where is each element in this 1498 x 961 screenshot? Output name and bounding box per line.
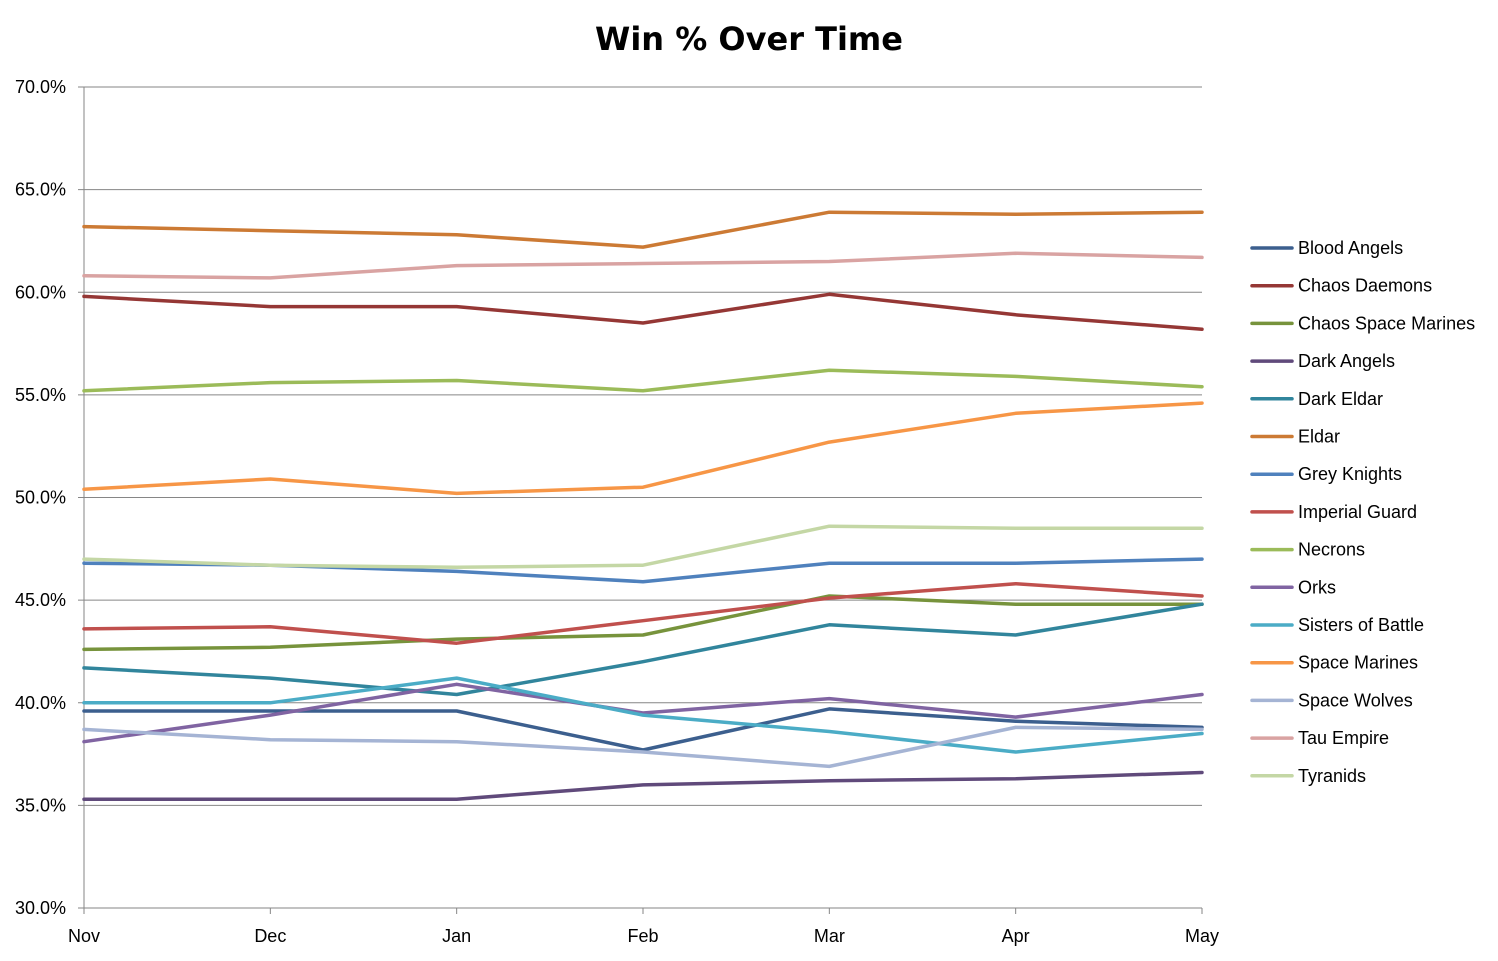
legend-item-dark-eldar: Dark Eldar — [1250, 389, 1383, 409]
y-tick-label: 60.0% — [15, 282, 66, 302]
series-line-space-wolves — [82, 725, 1204, 769]
y-tick-label: 30.0% — [15, 898, 66, 918]
legend-label: Necrons — [1298, 540, 1365, 560]
y-tick-label: 70.0% — [15, 77, 66, 97]
series-line-chaos-daemons — [82, 292, 1204, 331]
y-axis-tick-labels: 30.0% 35.0% 40.0% 45.0% 50.0% 55.0% 60.0% 65.0%… — [15, 77, 66, 918]
series-line-tau-empire — [82, 251, 1204, 280]
legend-label: Sisters of Battle — [1298, 615, 1424, 635]
x-axis-tick-labels: Nov Dec Jan Feb Mar Apr May — [68, 926, 1219, 946]
x-tick-label: Jan — [442, 926, 471, 946]
legend-label: Tyranids — [1298, 766, 1366, 786]
series-line-chaos-space-marines — [82, 594, 1204, 652]
legend-item-necrons: Necrons — [1250, 540, 1365, 560]
legend-item-tyranids: Tyranids — [1250, 766, 1366, 786]
legend-label: Chaos Space Marines — [1298, 313, 1475, 333]
legend-item-grey-knights: Grey Knights — [1250, 464, 1402, 484]
series-line-grey-knights — [82, 557, 1204, 584]
series-line-imperial-guard — [82, 581, 1204, 645]
series-line-orks — [82, 682, 1204, 744]
legend-item-chaos-daemons: Chaos Daemons — [1250, 276, 1432, 296]
x-tick-label: May — [1185, 926, 1219, 946]
x-tick-label: Feb — [627, 926, 658, 946]
y-tick-label: 40.0% — [15, 693, 66, 713]
axes — [78, 86, 1203, 914]
series-line-tyranids — [82, 524, 1204, 570]
legend-item-sisters-of-battle: Sisters of Battle — [1250, 615, 1424, 635]
x-tick-label: Mar — [814, 926, 845, 946]
series-line-eldar — [82, 210, 1204, 249]
legend-item-space-marines: Space Marines — [1250, 653, 1418, 673]
legend-label: Space Wolves — [1298, 690, 1413, 710]
legend-label: Blood Angels — [1298, 238, 1403, 258]
legend-label: Dark Eldar — [1298, 389, 1383, 409]
y-tick-label: 55.0% — [15, 385, 66, 405]
series-line-sisters-of-battle — [82, 676, 1204, 754]
legend-label: Orks — [1298, 577, 1336, 597]
gridlines — [84, 86, 1202, 806]
legend-item-space-wolves: Space Wolves — [1250, 690, 1413, 710]
y-tick-label: 65.0% — [15, 180, 66, 200]
legend-item-dark-angels: Dark Angels — [1250, 351, 1395, 371]
x-tick-label: Nov — [68, 926, 100, 946]
legend: Blood Angels Chaos Daemons Chaos Space Mar… — [1250, 238, 1475, 786]
y-tick-label: 35.0% — [15, 795, 66, 815]
chart-title: Win % Over Time — [595, 20, 903, 58]
legend-label: Tau Empire — [1298, 728, 1389, 748]
legend-item-orks: Orks — [1250, 577, 1336, 597]
y-tick-label: 45.0% — [15, 590, 66, 610]
legend-label: Space Marines — [1298, 653, 1418, 673]
series-line-dark-eldar — [82, 602, 1204, 697]
series-line-space-marines — [82, 401, 1204, 496]
legend-label: Grey Knights — [1298, 464, 1402, 484]
y-tick-label: 50.0% — [15, 488, 66, 508]
legend-label: Eldar — [1298, 427, 1340, 447]
x-tick-label: Apr — [1002, 926, 1030, 946]
legend-item-eldar: Eldar — [1250, 427, 1340, 447]
legend-label: Imperial Guard — [1298, 502, 1417, 522]
legend-item-tau-empire: Tau Empire — [1250, 728, 1389, 748]
legend-item-chaos-space-marines: Chaos Space Marines — [1250, 313, 1475, 333]
series-lines — [82, 210, 1204, 801]
x-tick-label: Dec — [254, 926, 286, 946]
series-line-necrons — [82, 368, 1204, 393]
legend-label: Chaos Daemons — [1298, 276, 1432, 296]
series-line-dark-angels — [82, 770, 1204, 801]
legend-label: Dark Angels — [1298, 351, 1395, 371]
series-line-blood-angels — [82, 707, 1204, 752]
legend-item-blood-angels: Blood Angels — [1250, 238, 1403, 258]
legend-item-imperial-guard: Imperial Guard — [1250, 502, 1417, 522]
